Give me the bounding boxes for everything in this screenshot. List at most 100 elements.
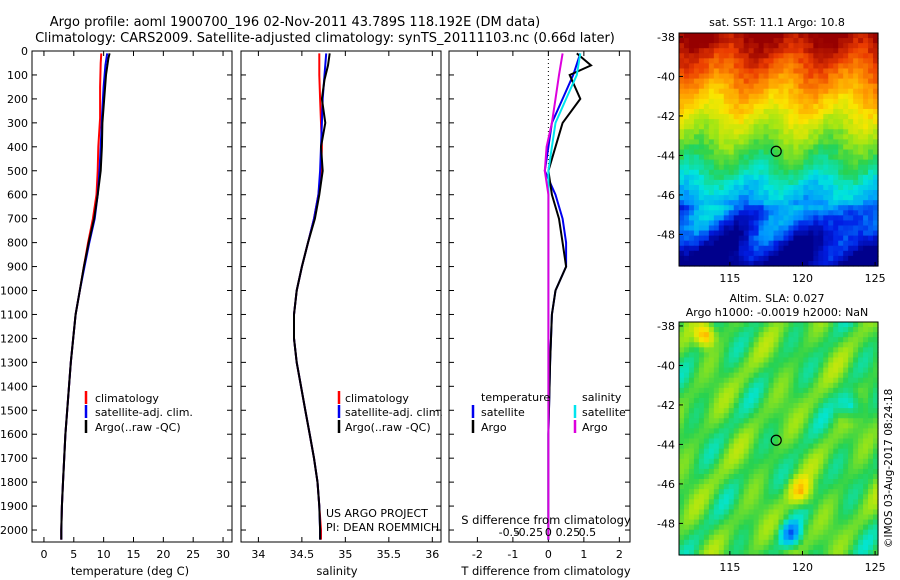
heatmap-cell: [788, 458, 795, 465]
heatmap-cell: [743, 479, 750, 485]
heatmap-cell: [798, 119, 804, 125]
heatmap-cell: [863, 463, 869, 470]
heatmap-cell: [679, 144, 685, 151]
heatmap-cell: [679, 387, 685, 394]
heatmap-cell: [853, 377, 859, 384]
heatmap-cell: [743, 33, 750, 39]
heatmap-cell: [768, 352, 775, 359]
heatmap-cell: [743, 134, 750, 140]
heatmap-cell: [838, 38, 844, 44]
heatmap-cell: [713, 149, 720, 156]
heatmap-cell: [763, 489, 770, 495]
heatmap-cell: [718, 352, 725, 359]
heatmap-cell: [773, 327, 780, 333]
y-tick-label: 200: [7, 93, 28, 106]
heatmap-cell: [728, 205, 735, 211]
heatmap-cell: [813, 48, 819, 54]
heatmap-cell: [688, 534, 695, 541]
heatmap-cell: [718, 43, 725, 49]
heatmap-cell: [833, 58, 839, 64]
heatmap-cell: [703, 114, 710, 120]
heatmap-cell: [743, 382, 750, 389]
heatmap-cell: [728, 514, 735, 521]
heatmap-cell: [723, 154, 730, 161]
heatmap-cell: [863, 38, 869, 44]
heatmap-cell: [763, 549, 770, 556]
heatmap-cell: [743, 433, 750, 440]
heatmap-cell: [803, 240, 809, 247]
heatmap-cell: [868, 190, 874, 196]
heatmap-cell: [848, 514, 854, 521]
heatmap-cell: [803, 372, 809, 379]
heatmap-cell: [703, 382, 710, 389]
heatmap-cell: [753, 230, 760, 237]
heatmap-cell: [808, 215, 814, 222]
heatmap-cell: [793, 43, 799, 49]
heatmap-cell: [758, 352, 765, 359]
heatmap-cell: [848, 240, 854, 247]
heatmap-cell: [733, 367, 740, 374]
heatmap-cell: [728, 539, 735, 546]
heatmap-cell: [773, 529, 780, 536]
heatmap-cell: [823, 68, 829, 75]
heatmap-cell: [683, 322, 690, 328]
heatmap-cell: [813, 362, 819, 369]
heatmap-cell: [753, 387, 760, 394]
heatmap-cell: [783, 114, 790, 120]
heatmap-cell: [738, 164, 745, 171]
heatmap-cell: [733, 519, 740, 526]
heatmap-cell: [728, 372, 735, 379]
heatmap-cell: [753, 377, 760, 384]
heatmap-cell: [698, 524, 705, 531]
heatmap-cell: [873, 332, 879, 338]
heatmap-cell: [803, 220, 809, 227]
heatmap-cell: [758, 428, 765, 435]
heatmap-cell: [703, 200, 710, 206]
heatmap-cell: [778, 387, 785, 394]
heatmap-cell: [818, 377, 824, 384]
heatmap-cell: [738, 38, 745, 44]
heatmap-cell: [843, 423, 849, 429]
heatmap-cell: [773, 337, 780, 343]
heatmap-cell: [848, 448, 854, 455]
heatmap-cell: [843, 144, 849, 151]
heatmap-cell: [838, 327, 844, 333]
heatmap-cell: [833, 225, 839, 232]
heatmap-cell: [778, 225, 785, 232]
heatmap-cell: [803, 549, 809, 556]
heatmap-cell: [693, 220, 700, 227]
heatmap-cell: [858, 423, 864, 429]
heatmap-cell: [853, 524, 859, 531]
heatmap-cell: [783, 179, 790, 186]
heatmap-cell: [808, 63, 814, 70]
heatmap-cell: [738, 245, 745, 252]
heatmap-cell: [763, 428, 770, 435]
heatmap-cell: [863, 83, 869, 90]
heatmap-cell: [778, 408, 785, 414]
heatmap-cell: [763, 494, 770, 500]
heatmap-cell: [693, 129, 700, 135]
heatmap-cell: [733, 377, 740, 384]
legend-title-temperature: temperature: [481, 391, 550, 404]
heatmap-cell: [693, 159, 700, 166]
heatmap-cell: [863, 377, 869, 384]
heatmap-cell: [843, 119, 849, 125]
heatmap-cell: [873, 184, 879, 191]
heatmap-cell: [853, 322, 859, 328]
heatmap-cell: [808, 93, 814, 100]
series-line-climatology: [60, 53, 103, 540]
heatmap-cell: [763, 382, 770, 389]
heatmap-cell: [748, 387, 755, 394]
heatmap-cell: [703, 337, 710, 343]
heatmap-cell: [873, 139, 879, 146]
heatmap-cell: [788, 509, 795, 516]
heatmap-cell: [758, 43, 765, 49]
heatmap-cell: [803, 134, 809, 140]
heatmap-cell: [873, 514, 879, 521]
heatmap-cell: [783, 438, 790, 445]
heatmap-cell: [708, 210, 715, 216]
heatmap-cell: [823, 43, 829, 49]
heatmap-cell: [698, 38, 705, 44]
heatmap-cell: [853, 403, 859, 409]
heatmap-cell: [848, 504, 854, 511]
